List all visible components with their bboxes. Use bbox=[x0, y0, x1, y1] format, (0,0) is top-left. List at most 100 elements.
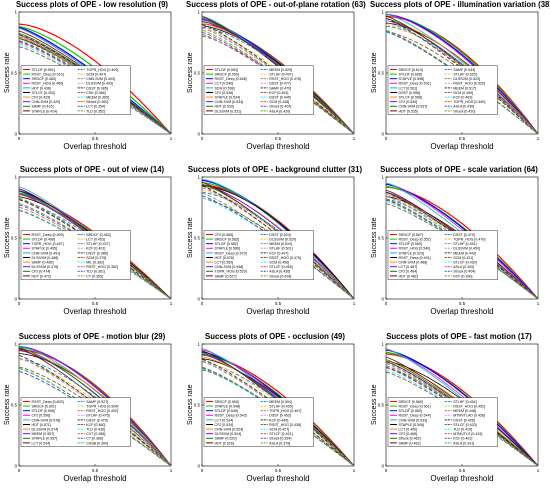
legend-entry: SRDCF [0.484] bbox=[32, 77, 56, 81]
legend-entry: ASLA [0.430] bbox=[453, 105, 474, 109]
chart-panel: Success plots of OPE - scale variation (… bbox=[370, 165, 548, 327]
legend-entry: CNN-SVM [0.578] bbox=[32, 418, 61, 422]
legend-entry: DSST [0.476] bbox=[86, 418, 108, 422]
legend-entry: SRDCF [0.613] bbox=[399, 68, 423, 72]
x-tick-label: 0 bbox=[201, 301, 204, 306]
legend-entry: CF2 [0.465] bbox=[399, 432, 418, 436]
legend-entry: RSST_HOG [0.478] bbox=[269, 77, 301, 81]
legend-entry: DLSSVM [0.520] bbox=[269, 237, 296, 241]
chart-title: Success plots of OPE - out of view (14) bbox=[19, 165, 165, 174]
x-tick-label: 1 bbox=[170, 301, 173, 306]
legend-entry: SAMF [0.470] bbox=[269, 86, 291, 90]
y-tick-label: 0.5 bbox=[194, 236, 201, 241]
legend-entry: STLDF [0.560] bbox=[399, 409, 422, 413]
legend-entry: STLHF [0.495] bbox=[269, 404, 292, 408]
chart-panel: Success plots of OPE - fast motion (17) S… bbox=[370, 332, 548, 494]
legend-entry: STAPLE [0.548] bbox=[215, 404, 241, 408]
legend-box bbox=[20, 65, 131, 115]
legend-entry: LCT [0.487] bbox=[399, 265, 418, 269]
legend-entry: LCT [0.550] bbox=[215, 260, 234, 264]
legend-box bbox=[20, 230, 131, 280]
legend-entry: STLHF [0.437] bbox=[86, 242, 109, 246]
chart-svg: 0 0.5 1 0 0.5 1 SRDCF [0.569]RSST_Deep [0.561]… bbox=[378, 342, 540, 474]
legend-entry: CASB [0.369] bbox=[86, 441, 108, 445]
legend-entry: ASLA [0.436] bbox=[269, 270, 290, 274]
legend-entry: STAPLE [0.580] bbox=[215, 247, 241, 251]
chart-title: Success plots of OPE - background clutte… bbox=[187, 165, 363, 174]
legend-entry: RSST_Deep [0.552] bbox=[399, 237, 431, 241]
legend-entry: STAPLE [0.508] bbox=[399, 423, 425, 427]
x-tick-label: 0 bbox=[18, 468, 21, 473]
legend-entry: DLSSVM [0.450] bbox=[453, 247, 480, 251]
legend-entry: STAPLE [0.495] bbox=[32, 247, 58, 251]
legend-entry: STLCF [0.558] bbox=[399, 95, 422, 99]
legend-entry: HDT [0.533] bbox=[215, 105, 234, 109]
x-tick-label: 0.5 bbox=[459, 468, 466, 473]
legend-entry: STLDF [0.598] bbox=[32, 409, 55, 413]
legend-entry: ASLA [0.420] bbox=[269, 109, 290, 113]
legend-entry: TGPR_HOG [0.504] bbox=[86, 404, 118, 408]
legend-entry: MTMVTLAD [0.436] bbox=[453, 414, 485, 418]
chart-svg: 0 0.5 1 0 0.5 1 RSST_Deep [0.505]STLDF [0.498]… bbox=[11, 175, 173, 307]
legend-box bbox=[387, 65, 498, 115]
legend-entry: Struck [0.424] bbox=[269, 105, 291, 109]
legend-entry: KCF [0.497] bbox=[269, 251, 288, 255]
legend-entry: RSST_Deep [0.510] bbox=[32, 72, 64, 76]
legend-entry: MEEM [0.443] bbox=[453, 251, 476, 255]
x-tick-label: 0 bbox=[385, 301, 388, 306]
legend-entry: SCM [0.490] bbox=[453, 91, 473, 95]
legend-entry: MEEM [0.557] bbox=[32, 432, 55, 436]
x-tick-label: 0.5 bbox=[92, 301, 99, 306]
legend-entry: STLHF [0.497] bbox=[269, 72, 292, 76]
series-line bbox=[201, 191, 355, 300]
legend-entry: CNN-SVM [0.420] bbox=[32, 100, 61, 104]
legend-entry: Struck [0.404] bbox=[453, 270, 475, 274]
series-line bbox=[385, 18, 539, 135]
x-tick-label: 0.5 bbox=[459, 301, 466, 306]
series-line bbox=[201, 185, 355, 300]
legend-entry: RSST_HOG [0.475] bbox=[269, 256, 301, 260]
legend-entry: TGPR_HOG [0.409] bbox=[86, 68, 118, 72]
legend-entry: TGPR_HOG [0.470] bbox=[453, 237, 485, 241]
legend-entry: STLHF [0.501] bbox=[269, 247, 292, 251]
legend-box bbox=[387, 397, 498, 447]
series-line bbox=[201, 26, 355, 135]
legend-entry: STLCF [0.421] bbox=[269, 432, 292, 436]
series-line bbox=[385, 14, 539, 135]
legend-entry: SCM [0.407] bbox=[86, 72, 106, 76]
series-line bbox=[201, 27, 355, 135]
legend-entry: CNN-SVM [0.488] bbox=[399, 260, 428, 264]
legend-entry: RSST_Deep [0.591] bbox=[399, 82, 431, 86]
y-tick-label: 0.5 bbox=[194, 71, 201, 76]
legend-entry: STLDF [0.498] bbox=[32, 237, 55, 241]
legend-entry: ASLA [0.420] bbox=[453, 265, 474, 269]
y-tick-label: 0.5 bbox=[194, 403, 201, 408]
legend-box bbox=[203, 397, 314, 447]
x-tick-label: 0.5 bbox=[275, 301, 282, 306]
legend-entry: Struck [0.420] bbox=[453, 109, 475, 113]
legend-entry: STLHF [0.454] bbox=[453, 400, 476, 404]
series-line bbox=[385, 182, 539, 300]
legend-entry: RSST_Deep [0.544] bbox=[399, 414, 431, 418]
series-line bbox=[385, 183, 539, 300]
legend-entry: HDT [0.472] bbox=[32, 274, 51, 278]
chart-svg: 0 0.5 1 0 0.5 1 RSST_Deep [0.603]SRDCF [0.601]… bbox=[11, 342, 173, 474]
x-axis-label: Overlap threshold bbox=[246, 142, 310, 151]
legend-box bbox=[387, 230, 498, 280]
legend-entry: STLCF [0.430] bbox=[453, 260, 476, 264]
legend-entry: CF2 [0.474] bbox=[32, 270, 51, 274]
series-line bbox=[18, 23, 172, 135]
legend-entry: TLD [0.352] bbox=[86, 109, 105, 113]
legend-entry: SRDCF [0.601] bbox=[32, 404, 56, 408]
legend-entry: RSST_HOG [0.438] bbox=[269, 423, 301, 427]
legend-entry: SRDCF [0.583] bbox=[215, 237, 239, 241]
legend-entry: SAMF [0.520] bbox=[215, 437, 237, 441]
series-line bbox=[201, 179, 355, 300]
legend-entry: CF2 [0.536] bbox=[215, 91, 234, 95]
legend-entry: TGPR_HOG [0.497] bbox=[32, 242, 64, 246]
y-tick-label: 0.5 bbox=[378, 71, 385, 76]
legend-entry: RSST_HOG [0.362] bbox=[86, 265, 118, 269]
x-tick-label: 0 bbox=[201, 136, 204, 141]
